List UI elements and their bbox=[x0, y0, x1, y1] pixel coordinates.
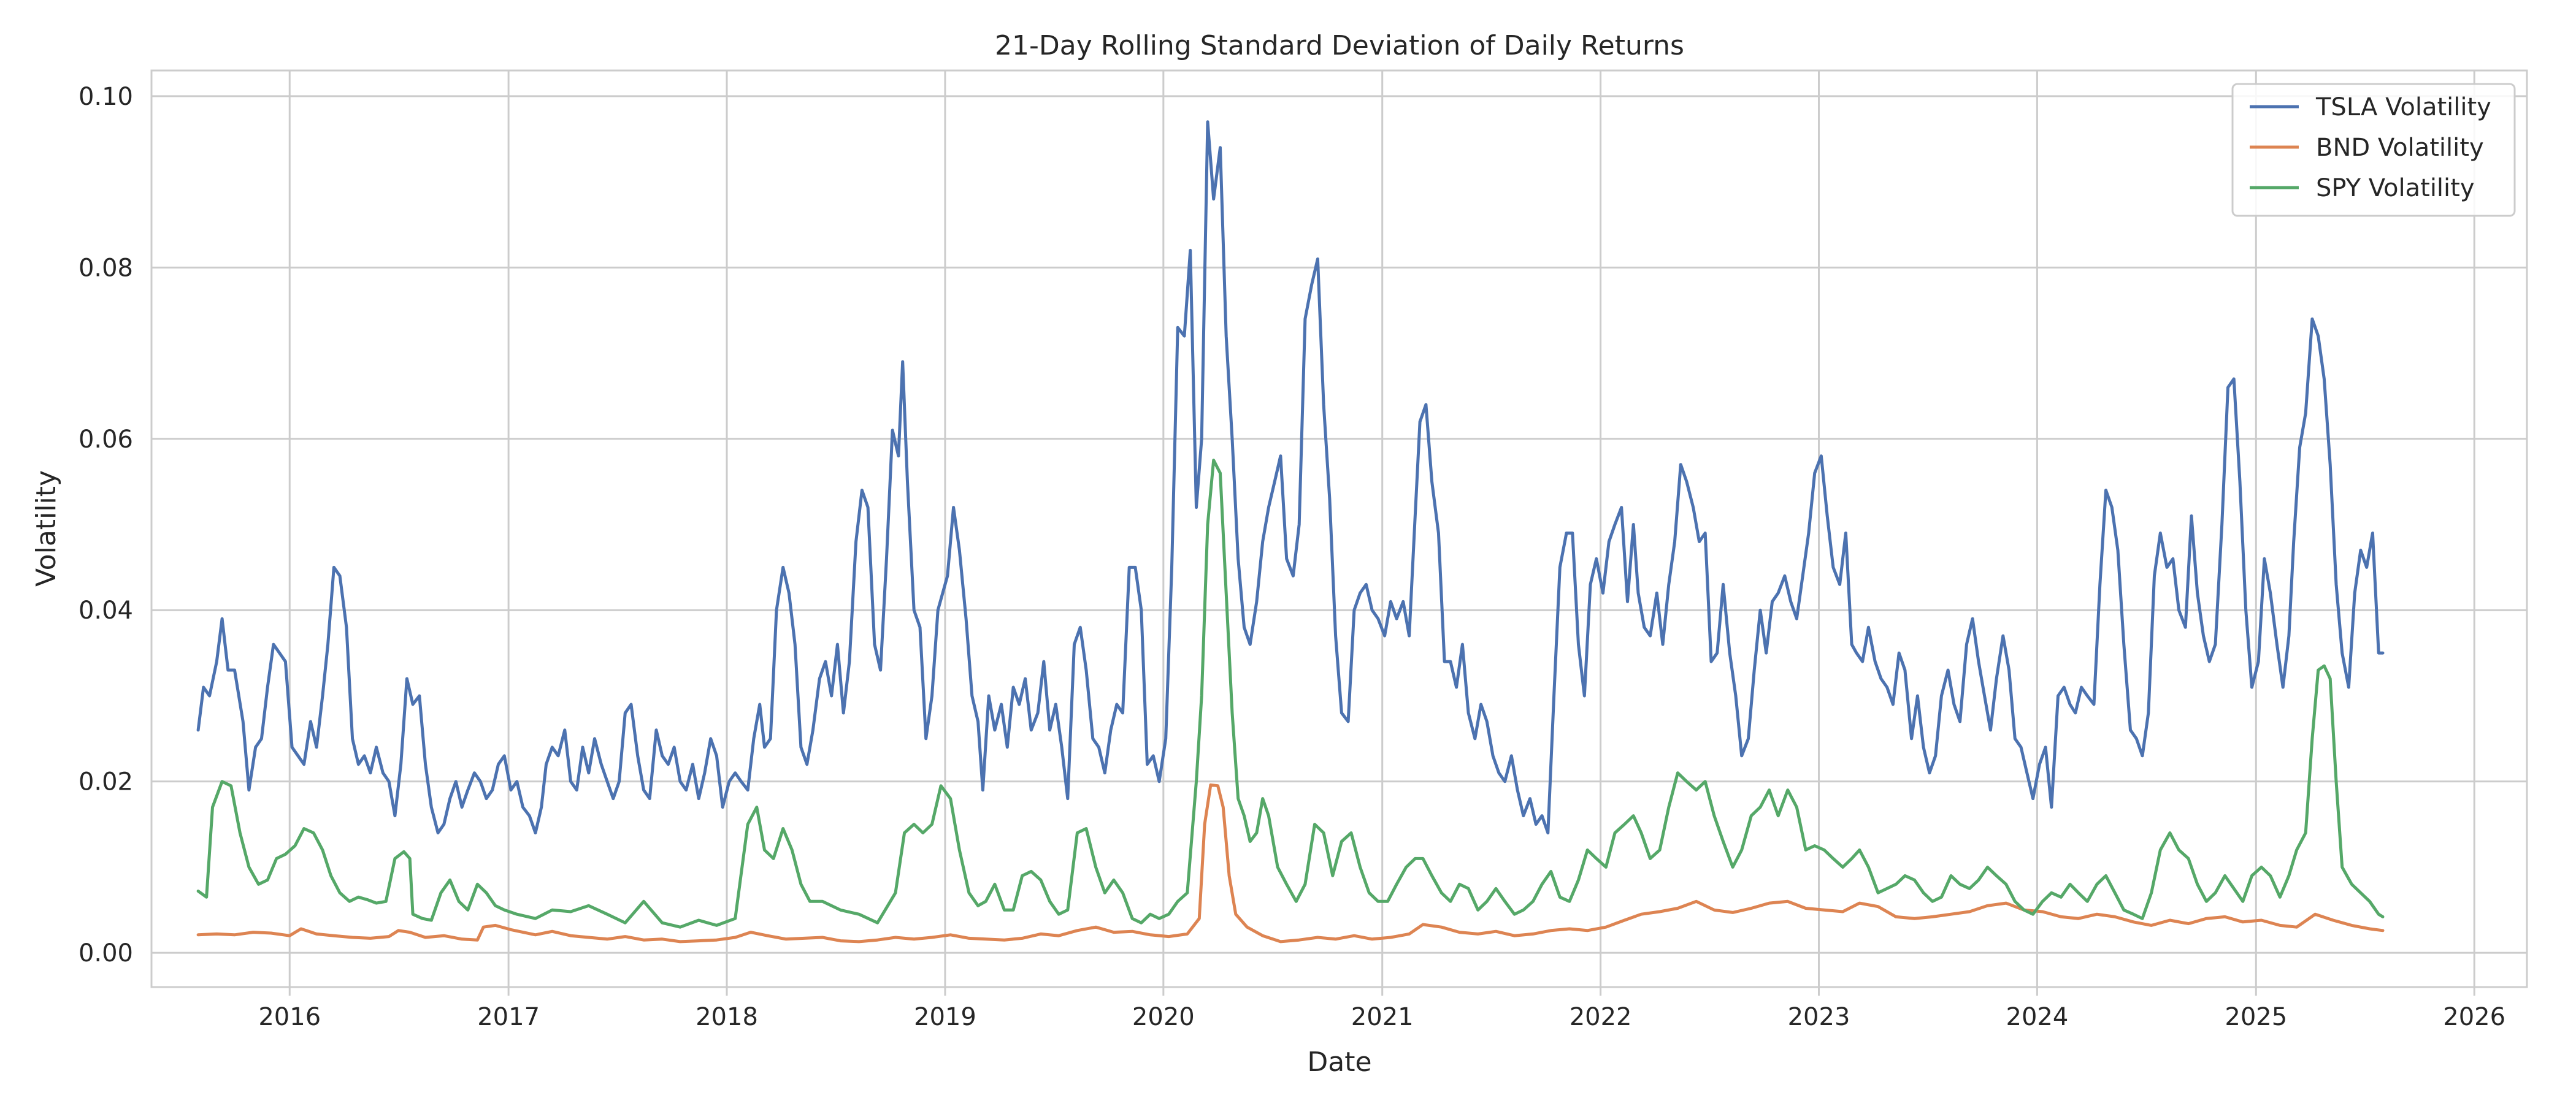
x-tick-label: 2020 bbox=[1132, 1003, 1195, 1031]
x-tick-label: 2023 bbox=[1788, 1003, 1850, 1031]
x-axis-label: Date bbox=[1307, 1047, 1371, 1078]
x-tick-label: 2017 bbox=[477, 1003, 540, 1031]
x-tick-label: 2019 bbox=[914, 1003, 976, 1031]
x-tick-label: 2026 bbox=[2443, 1003, 2505, 1031]
y-axis-label: Volatility bbox=[31, 470, 62, 587]
y-tick-labels: 0.00 0.02 0.04 0.06 0.08 0.10 bbox=[79, 83, 133, 967]
y-tick-label: 0.00 bbox=[79, 939, 133, 967]
x-tick-label: 2022 bbox=[1570, 1003, 1632, 1031]
x-tick-label: 2016 bbox=[258, 1003, 321, 1031]
legend-label-spy-volatility: SPY Volatility bbox=[2316, 174, 2475, 202]
x-tick-label: 2024 bbox=[2006, 1003, 2069, 1031]
y-tick-label: 0.10 bbox=[79, 83, 133, 111]
legend-label-tsla-volatility: TSLA Volatility bbox=[2315, 93, 2491, 121]
series-line-tsla-volatility bbox=[198, 122, 2383, 833]
series-layer bbox=[198, 122, 2383, 942]
y-tick-label: 0.02 bbox=[79, 768, 133, 796]
x-tick-label: 2025 bbox=[2225, 1003, 2287, 1031]
x-tick-labels: 2016 2017 2018 2019 2020 2021 2022 2023 2024 2025… bbox=[258, 987, 2505, 1031]
series-line-spy-volatility bbox=[198, 460, 2383, 927]
x-tick-label: 2021 bbox=[1351, 1003, 1414, 1031]
x-tick-label: 2018 bbox=[696, 1003, 758, 1031]
y-tick-label: 0.08 bbox=[79, 254, 133, 282]
series-line-bnd-volatility bbox=[198, 785, 2383, 942]
legend-label-bnd-volatility: BND Volatility bbox=[2316, 134, 2484, 162]
legend: TSLA Volatility BND Volatility SPY Volatil… bbox=[2233, 84, 2515, 216]
y-tick-label: 0.04 bbox=[79, 597, 133, 625]
chart-title: 21-Day Rolling Standard Deviation of Dai… bbox=[995, 30, 1684, 61]
y-tick-label: 0.06 bbox=[79, 425, 133, 454]
